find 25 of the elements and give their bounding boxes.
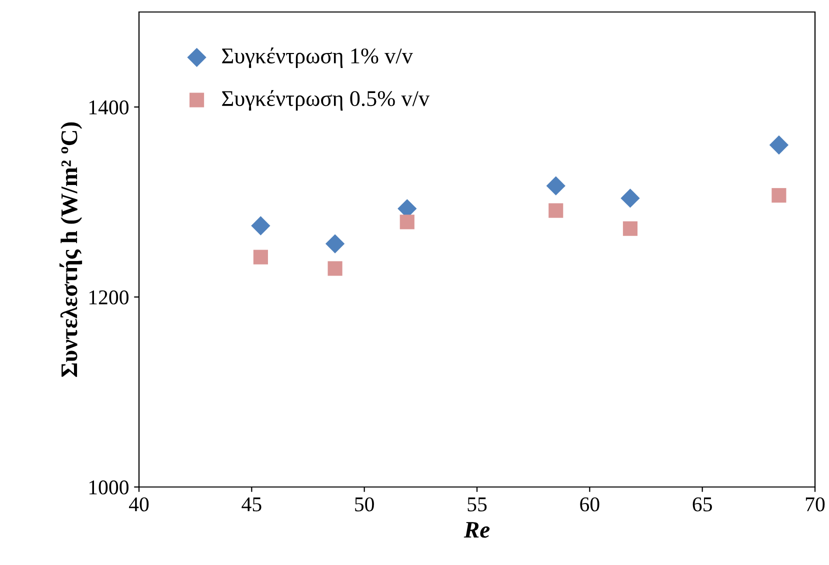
x-tick-label: 45	[242, 497, 262, 512]
point	[620, 188, 640, 208]
legend-label: Συγκέντρωση 1% v/v	[222, 48, 413, 68]
y-axis-title: Συντελεστής h (W/m² ºC)	[59, 122, 82, 377]
x-tick-label: 60	[580, 497, 600, 512]
y-tick-label: 1400	[89, 100, 128, 114]
x-tick-label: 70	[806, 497, 825, 512]
point	[769, 135, 789, 155]
point	[400, 214, 414, 230]
point	[253, 250, 268, 264]
legend-label: Συγκέντρωση 0.5% v/v	[222, 90, 430, 111]
x-tick-label: 40	[128, 497, 149, 512]
point	[548, 203, 564, 218]
x-axis-title: Re	[464, 522, 490, 538]
x-tick-label: 55	[468, 498, 487, 512]
point	[772, 188, 786, 203]
x-tick-label: 65	[692, 497, 712, 512]
point	[251, 216, 270, 236]
point	[328, 261, 342, 276]
point	[325, 234, 345, 254]
x-tick-label: 50	[355, 497, 374, 512]
point	[622, 221, 638, 236]
y-tick-label: 1200	[89, 290, 128, 304]
point	[546, 176, 566, 196]
y-tick-label: 1000	[89, 480, 128, 494]
